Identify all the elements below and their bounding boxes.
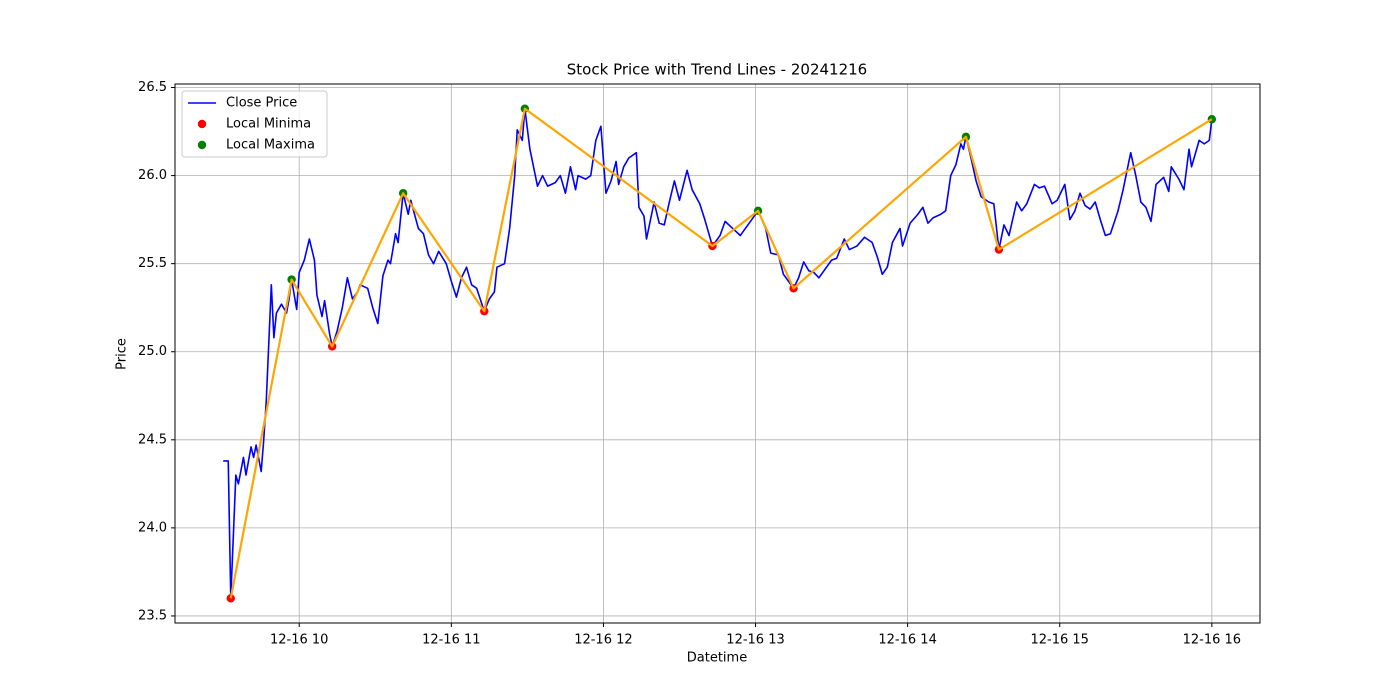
x-tick-label: 12-16 13 [726,633,784,648]
plot-frame [174,83,1261,624]
trend-line [229,107,1213,599]
y-tick-label: 23.5 [138,608,167,623]
legend-marker [197,140,207,150]
y-axis-label: Price [115,338,130,370]
y-tick-label: 25.5 [138,256,167,271]
x-tick-label: 12-16 14 [878,633,936,648]
x-tick-label: 12-16 16 [1183,633,1241,648]
y-tick-label: 25.0 [138,344,167,359]
legend-label: Local Minima [226,117,311,132]
y-tick-label: 24.5 [138,432,167,447]
x-tick-label: 12-16 12 [574,633,632,648]
y-tick-label: 26.5 [138,80,167,95]
x-tick-label: 12-16 10 [270,633,328,648]
x-tick-label: 12-16 11 [422,633,480,648]
legend-box [181,90,328,158]
x-tick-label: 12-16 15 [1031,633,1089,648]
legend-label: Local Maxima [226,138,315,153]
x-axis-label: Datetime [687,651,747,666]
chart-title: Stock Price with Trend Lines - 20241216 [567,61,867,79]
y-tick-label: 24.0 [138,520,167,535]
legend-marker [197,119,207,129]
y-tick-label: 26.0 [138,168,167,183]
legend-label: Close Price [226,96,297,111]
